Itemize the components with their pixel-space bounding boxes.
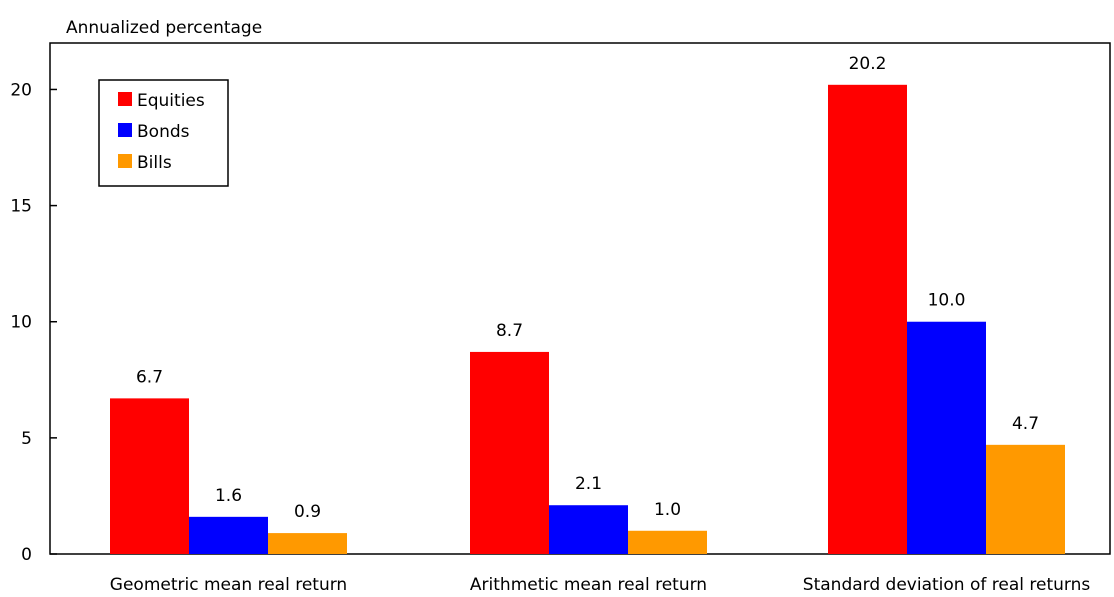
data-label: 20.2 [849,54,887,74]
x-axis: Geometric mean real return Arithmetic mea… [110,575,1091,595]
y-axis: 0 5 10 15 20 [10,80,57,565]
data-label: 1.6 [215,486,242,506]
bar-bills-3 [986,444,1065,554]
bar-bills-2 [628,530,707,554]
bar-bonds-3 [907,321,986,554]
bar-bonds-1 [189,516,268,554]
y-axis-label: Annualized percentage [66,18,262,38]
y-tick-label: 0 [21,545,32,565]
bar-bills-1 [268,533,347,554]
data-label: 0.9 [294,502,321,522]
legend-swatch-equities [118,92,132,106]
bar-equities-1 [110,398,189,554]
data-label: 2.1 [575,474,602,494]
category-label: Standard deviation of real returns [803,575,1091,595]
data-label: 1.0 [654,500,681,520]
y-tick-label: 10 [10,313,32,333]
data-label: 6.7 [136,367,163,387]
y-tick-label: 5 [21,429,32,449]
data-label: 4.7 [1012,414,1039,434]
legend-swatch-bills [118,154,132,168]
legend-label-bonds: Bonds [137,122,190,142]
bar-equities-2 [470,351,549,554]
bars: 6.7 1.6 0.9 8.7 2.1 1.0 20.2 10.0 4.7 [110,54,1065,555]
bar-equities-3 [828,84,907,555]
bar-bonds-2 [549,505,628,554]
legend: Equities Bonds Bills [98,79,229,187]
y-tick-label: 20 [10,80,32,100]
legend-label-bills: Bills [137,153,172,173]
legend-swatch-bonds [118,123,132,137]
data-label: 10.0 [928,291,966,311]
category-label: Geometric mean real return [110,575,347,595]
legend-label-equities: Equities [137,91,205,111]
data-label: 8.7 [496,321,523,341]
category-label: Arithmetic mean real return [470,575,707,595]
y-tick-label: 15 [10,197,32,217]
